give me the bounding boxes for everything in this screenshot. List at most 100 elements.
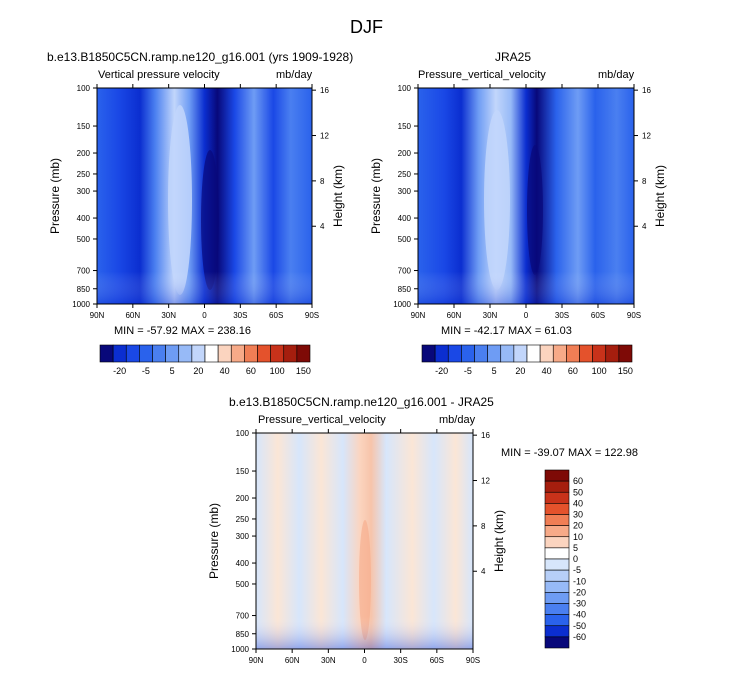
colorbar-1-swatch xyxy=(139,344,153,363)
colorbar-1-swatch xyxy=(230,344,245,363)
panel3-xtick-label: 60S xyxy=(430,656,444,665)
axes-ticks: 90N 60N 30N 0 30S 60S 90S 100 150 200 250 300 400 5 0 0… xyxy=(48,84,667,665)
colorbar-1-swatch xyxy=(283,344,298,363)
panel1-xtick-label: 60N xyxy=(125,311,140,320)
panel2-xtick-label: 60S xyxy=(591,311,605,320)
colorbar-2-swatch xyxy=(566,344,580,363)
panel1-htick-label: 12 xyxy=(320,132,329,141)
colorbar-2-swatch xyxy=(487,344,502,363)
panel3-ytick-label: 700 xyxy=(236,612,250,621)
panel3-plot xyxy=(255,432,474,650)
panel3-xtick-label: 30N xyxy=(321,656,336,665)
panel2-title: JRA25 xyxy=(495,50,532,64)
colorbar-1-label: -5 xyxy=(142,366,150,376)
panel2-y2label: Height (km) xyxy=(653,165,667,227)
colorbar-1-label: 40 xyxy=(220,366,230,376)
colorbar-3-label: -30 xyxy=(573,599,586,609)
colorbar-1-swatch xyxy=(191,344,206,363)
colorbar-3-label: 40 xyxy=(573,498,583,508)
colorbar-1-swatch xyxy=(165,344,180,363)
panel2-htick-label: 4 xyxy=(642,222,647,231)
panel1-ytick-label: 400 xyxy=(77,214,91,223)
panel2-htick-label: 16 xyxy=(642,86,651,95)
colorbar-3-swatch xyxy=(544,503,570,515)
colorbar-2-swatch xyxy=(447,344,462,363)
panel1-bottom-shade xyxy=(97,88,312,304)
colorbars: -20 -5 5 20 40 60 100 150 -20 -5 5 20 40 60 100 1506050… xyxy=(99,344,633,649)
panel2-ytick-label: 700 xyxy=(398,267,412,276)
colorbar-3-swatch xyxy=(544,603,570,615)
panel2-ytick-label: 250 xyxy=(398,170,412,179)
colorbar-3-label: 60 xyxy=(573,476,583,486)
colorbar-2-label: 150 xyxy=(618,366,633,376)
colorbar-2-swatch xyxy=(552,344,567,363)
panel2-xtick-label: 30S xyxy=(555,311,569,320)
panel1-xtick-label: 30S xyxy=(233,311,247,320)
colorbar-1-swatch xyxy=(257,344,271,363)
panel1-ytick-label: 700 xyxy=(77,267,91,276)
panel3-ytick-label: 200 xyxy=(236,494,250,503)
colorbar-1-swatch xyxy=(112,344,127,363)
page-title: DJF xyxy=(350,17,383,37)
colorbar-2-swatch xyxy=(513,344,528,363)
panel3-ytick-label: 150 xyxy=(236,467,250,476)
panel1-plot xyxy=(96,87,313,305)
colorbar-3-label: 20 xyxy=(573,521,583,531)
panel1-left-label: Vertical pressure velocity xyxy=(98,69,220,81)
panel2-ytick-label: 150 xyxy=(398,122,412,131)
colorbar-2-swatch xyxy=(421,344,436,363)
panel2-ytick-label: 300 xyxy=(398,187,412,196)
colorbar-1-swatch xyxy=(270,344,285,363)
colorbar-2-swatch xyxy=(592,344,607,363)
panel2-htick-label: 12 xyxy=(642,132,651,141)
colorbar-1-label: 60 xyxy=(246,366,256,376)
panel1-xtick-label: 0 xyxy=(202,311,207,320)
colorbar-3-label: -40 xyxy=(573,610,586,620)
colorbar-2-label: 5 xyxy=(492,366,497,376)
panel1-ytick-label: 1000 xyxy=(72,300,90,309)
colorbar-2-label: 40 xyxy=(542,366,552,376)
colorbar-3-label: 5 xyxy=(573,543,578,553)
colorbar-2-swatch xyxy=(618,344,633,363)
colorbar-3-swatch xyxy=(544,547,570,560)
panel3-xtick-label: 90S xyxy=(466,656,480,665)
panel3-xtick-label: 90N xyxy=(249,656,264,665)
colorbar-3-swatch xyxy=(544,558,570,571)
colorbar-1-swatch xyxy=(204,344,219,363)
colorbar-3-swatch xyxy=(544,469,570,482)
panel2-xtick-label: 90S xyxy=(627,311,641,320)
panel2-xtick-label: 0 xyxy=(524,311,529,320)
colorbar-3-swatch xyxy=(544,480,570,493)
panel3-units-label: mb/day xyxy=(439,414,476,426)
panel1-ytick-label: 200 xyxy=(77,149,91,158)
panel3-xtick-label: 0 xyxy=(362,656,367,665)
colorbar-3-swatch xyxy=(544,491,570,504)
colorbar-3-label: -50 xyxy=(573,621,586,631)
colorbar-3-label: -10 xyxy=(573,576,586,586)
panel2-ytick-label: 400 xyxy=(398,214,412,223)
colorbar-3-label: -5 xyxy=(573,565,581,575)
panel2-xtick-label: 30N xyxy=(483,311,498,320)
panel1-xtick-label: 90N xyxy=(90,311,105,320)
panel3-title: b.e13.B1850C5CN.ramp.ne120_g16.001 - JRA… xyxy=(229,395,494,409)
panel2-ytick-label: 1000 xyxy=(393,300,411,309)
panel1-htick-label: 16 xyxy=(320,86,329,95)
colorbar-3-swatch xyxy=(544,592,570,604)
colorbar-3-swatch xyxy=(544,580,570,593)
panel2-ytick-label: 850 xyxy=(398,285,412,294)
colorbar-3-swatch xyxy=(544,625,570,638)
panel2-bottom-shade xyxy=(418,88,634,304)
panel3-htick-label: 8 xyxy=(481,522,486,531)
colorbar-1-swatch xyxy=(99,344,114,363)
colorbar-2-swatch xyxy=(526,344,541,363)
colorbar-2-label: 100 xyxy=(592,366,607,376)
colorbar-1-label: 20 xyxy=(193,366,203,376)
colorbar-1-swatch xyxy=(217,344,232,363)
panel2-htick-label: 8 xyxy=(642,177,647,186)
colorbar-2-label: 60 xyxy=(568,366,578,376)
panel1-ytick-label: 250 xyxy=(77,170,91,179)
panel3-htick-label: 12 xyxy=(481,477,490,486)
panel3-bottom-shade xyxy=(256,433,473,649)
colorbar-3-swatch xyxy=(544,514,570,526)
